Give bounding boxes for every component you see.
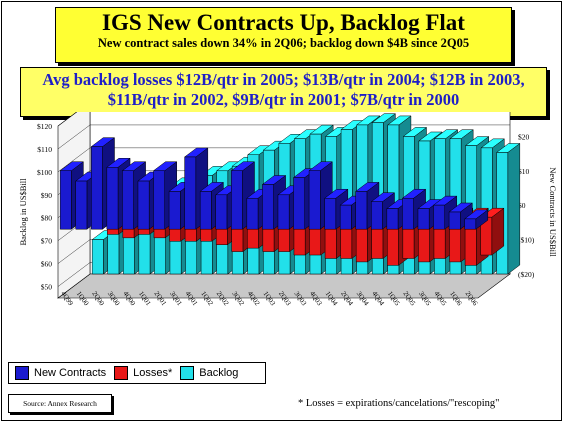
legend-swatch-new-contracts: [15, 366, 29, 380]
backlog-loss-note: Avg backlog losses $12B/qtr in 2005; $13…: [42, 70, 525, 109]
left-tick-label: $100: [37, 168, 52, 177]
bar-new-contracts-face: [199, 191, 212, 230]
legend: New Contracts Losses* Backlog: [8, 362, 266, 384]
bar-new-contracts-face: [153, 170, 165, 230]
legend-item-losses: Losses*: [114, 366, 172, 380]
legend-label-backlog: Backlog: [199, 367, 239, 379]
left-tick-label: $110: [37, 145, 52, 154]
y2-axis-label: New Contracts in US$Bill: [548, 167, 558, 257]
bar-backlog-face: [507, 142, 521, 275]
bar-new-contracts-face: [91, 146, 103, 230]
bar-new-contracts-face: [402, 197, 414, 230]
right-tick-label: ($10): [518, 236, 535, 245]
right-tick-label: ($20): [518, 270, 535, 279]
bar-losses-face: [480, 216, 493, 256]
bar-new-contracts-face: [371, 201, 383, 230]
left-tick-label: $120: [37, 122, 52, 131]
gridline: [57, 112, 77, 127]
bar-new-contracts-face: [106, 167, 119, 230]
right-tick-label: $10: [518, 167, 530, 176]
legend-swatch-losses: [114, 366, 129, 380]
legend-label-losses: Losses*: [133, 367, 173, 379]
bar-losses: [479, 207, 505, 256]
bar-new-contracts-face: [184, 156, 197, 230]
note-banner: Avg backlog losses $12B/qtr in 2005; $13…: [20, 67, 547, 117]
left-tick-label: $60: [41, 260, 53, 269]
y-axis-label: Backlog in US$Bill: [18, 178, 28, 246]
chart-title: IGS New Contracts Up, Backlog Flat: [102, 10, 465, 35]
bar-new-contracts: [463, 209, 489, 230]
right-tick-label: $0: [518, 201, 526, 210]
bar-new-contracts-face: [277, 194, 290, 230]
bar-new-contracts-face: [433, 204, 445, 230]
bar-new-contracts-face: [75, 180, 88, 230]
left-tick-label: $70: [41, 237, 53, 246]
left-tick-label: $80: [41, 214, 53, 223]
bar-new-contracts-face: [448, 211, 461, 230]
legend-swatch-backlog: [180, 366, 195, 380]
bar-new-contracts-face: [215, 194, 228, 230]
legend-item-backlog: Backlog: [180, 366, 238, 380]
legend-label-new-contracts: New Contracts: [34, 367, 107, 379]
bar-backlog-face: [91, 239, 104, 275]
bar-new-contracts-face: [231, 170, 243, 230]
left-tick-label: $90: [41, 191, 53, 200]
bar-new-contracts-face: [168, 191, 181, 230]
bar-new-contracts-face: [293, 177, 305, 230]
losses-footnote: * Losses = expirations/cancelations/"res…: [298, 398, 500, 409]
bar-new-contracts-face: [324, 197, 337, 230]
title-banner: IGS New Contracts Up, Backlog Flat New c…: [55, 7, 512, 63]
bar-new-contracts-face: [246, 197, 259, 230]
source-note: Source: Annex Research: [8, 394, 112, 413]
bar-new-contracts-face: [137, 180, 150, 230]
bar-new-contracts: [448, 202, 474, 230]
bar-new-contracts-face: [417, 208, 430, 230]
left-tick-label: $50: [41, 283, 53, 292]
chart-subtitle: New contract sales down 34% in 2Q06; bac…: [97, 36, 470, 50]
legend-item-new-contracts: New Contracts: [15, 366, 106, 380]
bar-new-contracts-face: [355, 191, 368, 230]
bar-chart: $120$110$100$90$80$70$60$50$30$20$10$0($…: [18, 112, 558, 308]
bar-new-contracts-face: [339, 204, 352, 230]
right-tick-label: $20: [518, 132, 530, 141]
bar-new-contracts-face: [262, 184, 274, 230]
bar-new-contracts-face: [122, 170, 134, 230]
bar-new-contracts-face: [386, 208, 399, 230]
bar-new-contracts-face: [308, 170, 321, 230]
bar-new-contracts-face: [464, 218, 477, 230]
bar-new-contracts-face: [59, 170, 72, 230]
